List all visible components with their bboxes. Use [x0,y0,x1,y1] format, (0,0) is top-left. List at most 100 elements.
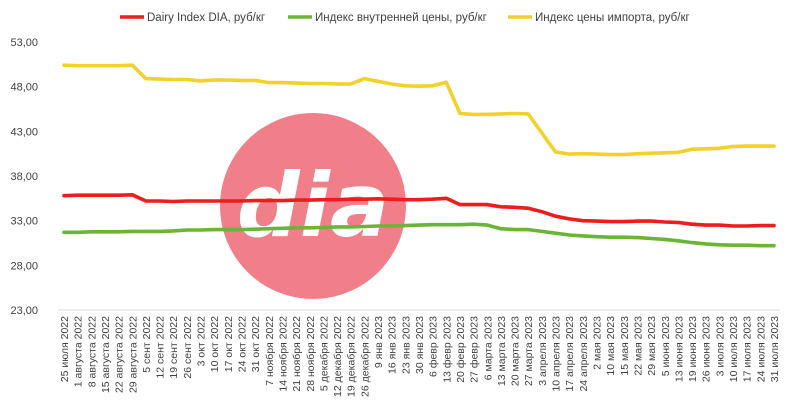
y-tick-label: 23,00 [10,305,38,317]
data-point [418,198,420,201]
data-point [281,199,284,202]
data-point [718,147,721,150]
data-point [732,244,734,246]
data-point [145,200,147,202]
data-point [445,197,448,200]
y-tick-label: 53,00 [10,37,38,49]
data-point [650,220,652,222]
data-point [76,231,79,234]
data-point [349,83,352,85]
data-point [145,230,147,233]
data-point [268,199,270,202]
x-tick-label: 28 ноября 2022 [305,316,317,392]
x-tick-label: 30 янв 2023 [414,316,426,374]
data-point [63,64,65,66]
data-point [390,225,393,227]
data-point [527,207,529,209]
x-tick-label: 19 сент 2022 [168,316,180,379]
data-point [104,194,106,196]
data-point [254,199,256,202]
data-point [322,82,325,85]
data-point [404,224,407,227]
data-point [145,77,147,80]
x-tick-label: 22 августа 2022 [114,316,126,393]
x-tick-label: 25 июля 2022 [59,316,71,382]
x-tick-label: 3 окт 2022 [196,316,208,367]
data-point [595,153,598,155]
x-tick-label: 14 ноября 2022 [277,316,289,392]
data-point [213,200,215,202]
data-point [486,224,489,226]
data-point [404,198,407,201]
data-point [390,83,393,85]
series-line [62,222,776,248]
data-point [527,113,529,115]
data-point [199,80,202,82]
data-point [322,226,325,229]
data-point [691,148,693,150]
data-point [623,236,625,238]
data-point [295,82,297,84]
data-point [459,112,461,115]
data-point [281,227,284,230]
data-point [568,153,570,155]
x-tick-label: 20 февр 2023 [455,316,467,383]
data-point [773,244,775,247]
series-line [62,63,776,157]
data-point [527,228,529,231]
data-point [582,152,584,155]
data-point [541,230,543,233]
data-point [568,234,570,236]
data-point [472,113,475,116]
data-point [513,206,516,209]
data-point [500,227,502,230]
data-point [117,231,120,233]
x-tick-label: 31 окт 2022 [250,316,262,372]
legend-label: Индекс внутренней цены, руб/кг [315,12,487,24]
data-point [513,228,516,231]
data-point [677,151,680,154]
x-tick-label: 15 мая 2023 [619,316,631,376]
data-point [63,231,65,234]
data-point [268,227,270,230]
data-point [459,203,461,206]
x-tick-label: 6 февр 2023 [428,316,440,377]
data-point [773,145,775,147]
x-tick-label: 13 февр 2023 [441,316,453,383]
data-point [295,227,297,229]
data-point [131,194,134,196]
data-point [431,85,434,87]
x-tick-label: 29 августа 2022 [127,316,139,393]
x-tick-label: 3 июля 2023 [714,316,726,377]
data-point [500,206,502,208]
x-tick-label: 3 апреля 2023 [537,316,549,386]
x-tick-label: 16 янв 2023 [387,316,399,374]
data-point [636,152,639,155]
x-tick-label: 10 мая 2023 [605,316,617,376]
x-tick-label: 31 июля 2023 [769,316,781,382]
data-point [568,218,570,220]
data-point [664,221,666,223]
data-point [704,148,707,150]
data-point [172,200,174,203]
data-point [418,85,420,87]
data-point [390,198,393,200]
data-point [322,198,325,201]
data-point [404,85,407,87]
x-tick-label: 29 мая 2023 [646,316,658,376]
x-tick-label: 21 ноября 2022 [291,316,303,392]
x-tick-label: 9 янв 2023 [373,316,385,368]
x-tick-label: 10 июля 2023 [728,316,740,382]
x-tick-label: 27 февр 2023 [469,316,481,383]
data-point [117,64,120,67]
data-point [431,223,434,226]
data-point [227,200,229,202]
x-tick-label: 19 июня 2023 [687,316,699,382]
x-tick-label: 24 июля 2023 [755,316,767,382]
data-point [213,228,215,231]
x-tick-label: 26 сент 2022 [182,316,194,379]
data-point [500,113,502,115]
y-tick-label: 33,00 [10,216,38,228]
x-tick-label: 26 июня 2023 [701,316,713,382]
